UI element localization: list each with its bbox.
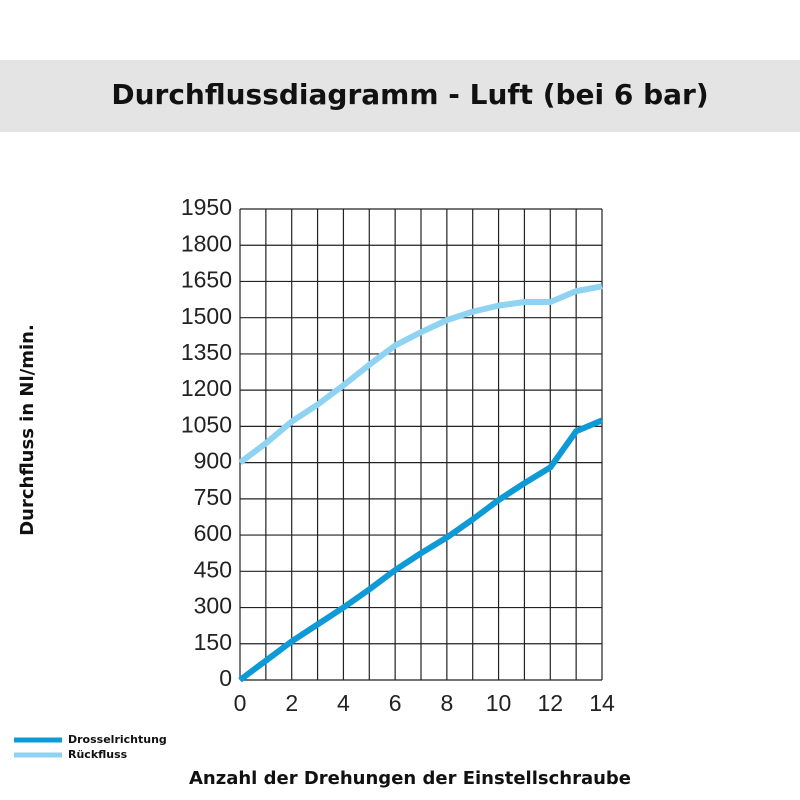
data-line xyxy=(238,417,604,683)
x-tick-label: 10 xyxy=(486,690,512,716)
legend-label: Rückfluss xyxy=(68,748,128,761)
y-tick-label: 600 xyxy=(194,520,232,546)
y-tick-label: 300 xyxy=(194,593,232,619)
x-tick-label: 4 xyxy=(337,690,350,716)
x-tick-label: 0 xyxy=(234,690,247,716)
legend-label: Drosselrichtung xyxy=(68,733,167,746)
y-tick-label: 1350 xyxy=(181,339,232,365)
x-axis-label: Anzahl der Drehungen der Einstellschraub… xyxy=(189,768,631,789)
x-tick-label: 12 xyxy=(537,690,563,716)
x-tick-label: 2 xyxy=(285,690,298,716)
x-tick-label: 6 xyxy=(389,690,402,716)
y-tick-label: 1650 xyxy=(181,267,232,293)
x-tick-label: 14 xyxy=(589,690,615,716)
chart-title: Durchflussdiagramm - Luft (bei 6 bar) xyxy=(111,78,708,111)
y-tick-label: 150 xyxy=(194,629,232,655)
y-tick-label: 0 xyxy=(219,665,232,691)
x-tick-label: 8 xyxy=(440,690,453,716)
y-tick-label: 1050 xyxy=(181,411,232,437)
title-band xyxy=(0,60,800,132)
y-tick-label: 450 xyxy=(194,556,232,582)
y-tick-label: 1200 xyxy=(181,375,232,401)
y-tick-label: 1500 xyxy=(181,303,232,329)
y-tick-label: 1950 xyxy=(181,194,232,220)
y-tick-label: 1800 xyxy=(181,230,232,256)
y-tick-label: 900 xyxy=(194,448,232,474)
y-axis-label: Durchfluss in Nl/min. xyxy=(17,324,38,536)
y-tick-label: 750 xyxy=(194,484,232,510)
data-line xyxy=(238,283,603,466)
